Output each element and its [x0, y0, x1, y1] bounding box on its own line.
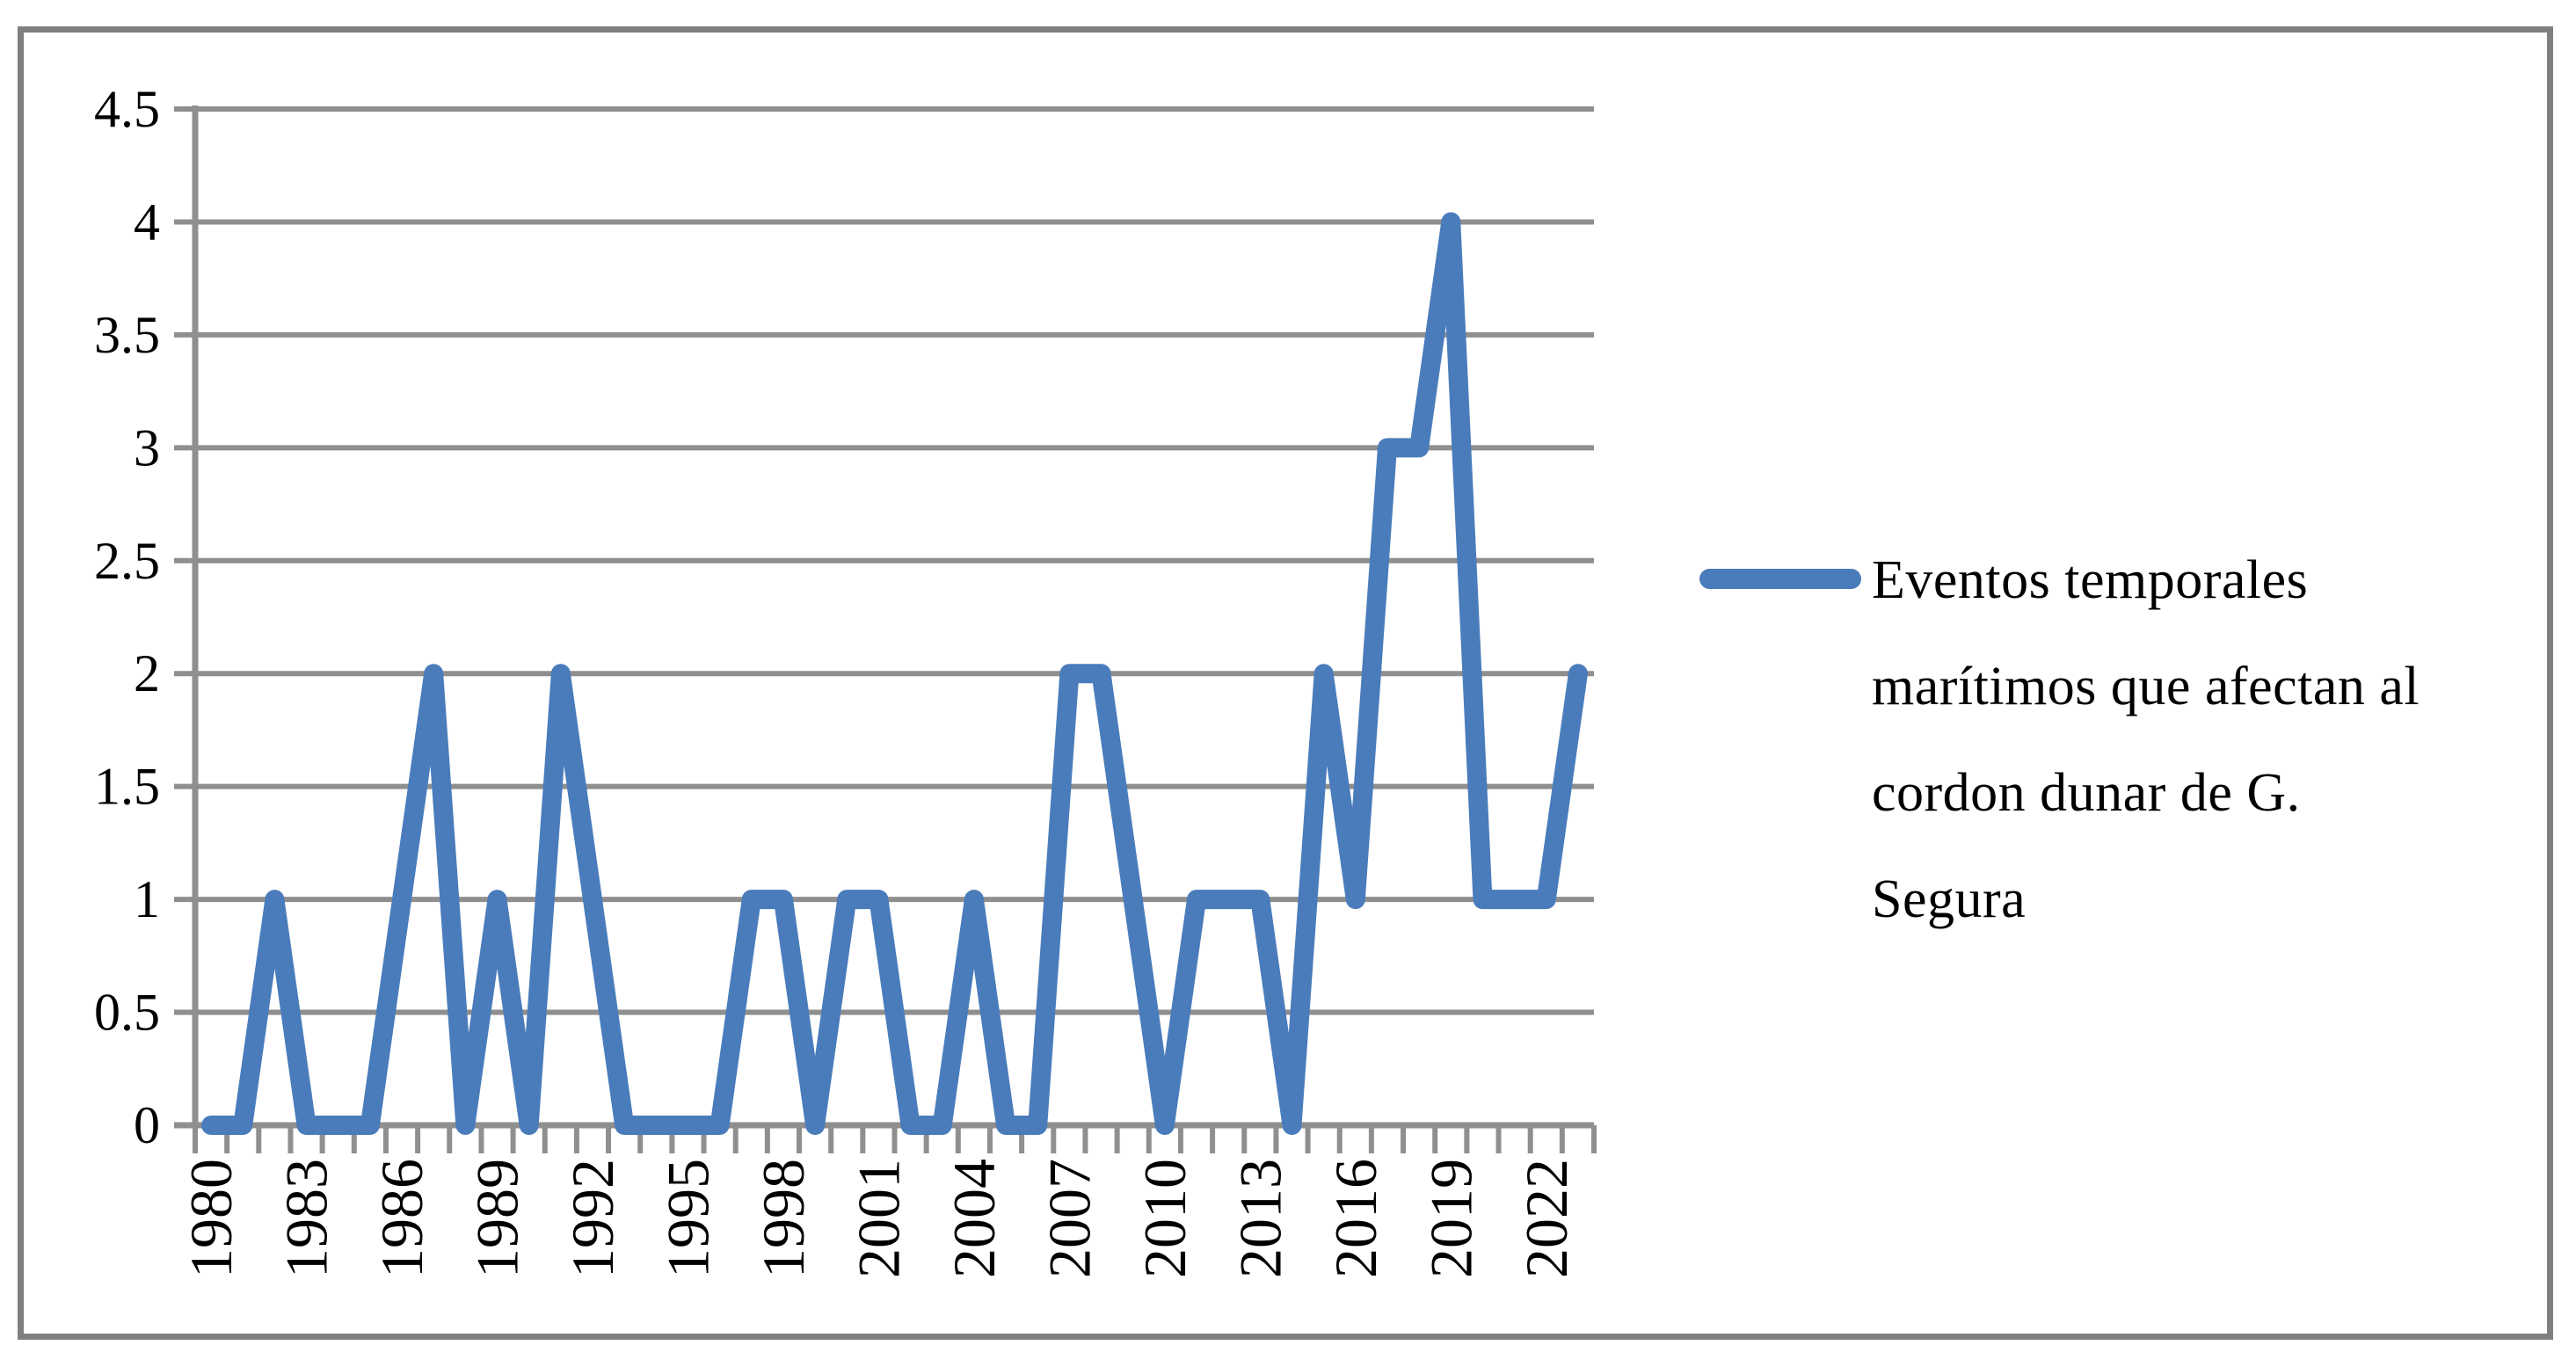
svg-text:2019: 2019 [1417, 1159, 1484, 1278]
svg-text:1998: 1998 [750, 1159, 817, 1278]
svg-text:1992: 1992 [559, 1159, 626, 1278]
svg-text:0.5: 0.5 [94, 984, 160, 1042]
svg-text:2022: 2022 [1513, 1159, 1580, 1278]
svg-text:1: 1 [134, 870, 160, 928]
svg-text:1.5: 1.5 [94, 758, 160, 816]
svg-text:2.5: 2.5 [94, 532, 160, 590]
legend-label-line: Segura [1872, 869, 2027, 929]
svg-text:4: 4 [134, 193, 160, 251]
svg-text:3: 3 [134, 418, 160, 476]
svg-text:1989: 1989 [464, 1159, 531, 1278]
svg-text:1983: 1983 [273, 1159, 340, 1278]
svg-text:2: 2 [134, 644, 160, 702]
legend-label-line: Eventos temporales [1872, 550, 2309, 610]
legend-line-swatch [1699, 569, 1861, 589]
svg-text:2001: 2001 [845, 1159, 912, 1278]
svg-text:2010: 2010 [1132, 1159, 1198, 1278]
legend-label: Eventos temporales marítimos que afectan… [1872, 527, 2526, 953]
svg-text:1986: 1986 [368, 1159, 435, 1278]
legend-label-line: marítimos que afectan al [1872, 657, 2420, 716]
svg-text:2004: 2004 [941, 1159, 1008, 1278]
svg-text:0: 0 [134, 1096, 160, 1154]
svg-text:1980: 1980 [178, 1159, 244, 1278]
legend-label-line: cordon dunar de G. [1872, 763, 2301, 823]
svg-text:2016: 2016 [1322, 1159, 1389, 1278]
svg-text:3.5: 3.5 [94, 306, 160, 364]
svg-text:2013: 2013 [1226, 1159, 1293, 1278]
svg-text:1995: 1995 [654, 1159, 721, 1278]
chart-outer-border [18, 26, 2553, 1340]
svg-text:2007: 2007 [1036, 1159, 1102, 1278]
svg-text:4.5: 4.5 [94, 80, 160, 138]
